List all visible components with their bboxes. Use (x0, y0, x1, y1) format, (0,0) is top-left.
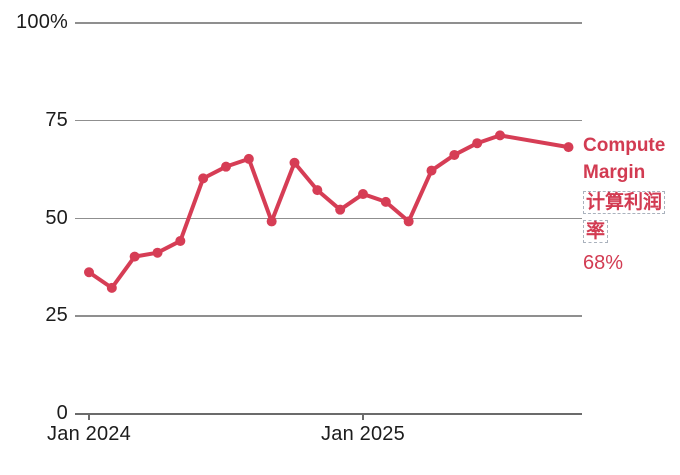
data-point (198, 173, 209, 184)
data-point (106, 282, 117, 293)
data-point (243, 153, 254, 164)
series-name-translation: 计算利润率 (583, 188, 680, 246)
series-latest-value: 68% (583, 252, 624, 274)
x-tick-label: Jan 2025 (321, 423, 405, 445)
series-name-label: Compute Margin (583, 135, 666, 183)
data-point (563, 142, 574, 153)
data-point (175, 235, 186, 246)
data-point (472, 138, 483, 149)
x-tick (88, 413, 90, 420)
y-tick-label: 100% (16, 11, 68, 33)
x-tick (362, 413, 364, 420)
data-point (289, 157, 300, 168)
data-point (266, 216, 277, 227)
y-tick-label: 50 (45, 206, 68, 229)
series-legend: Compute Margin 计算利润率 68% (583, 132, 680, 275)
data-point (221, 161, 231, 172)
data-point (380, 196, 391, 207)
y-tick-label: 75 (45, 108, 68, 131)
data-point (426, 165, 437, 176)
data-point (312, 185, 323, 196)
data-point (358, 189, 368, 200)
data-point (495, 130, 505, 141)
data-point (403, 216, 414, 227)
y-tick-label: 0 (56, 402, 68, 424)
translation-dashed-box: 计算利润率 (583, 191, 666, 243)
data-point (335, 204, 346, 215)
y-gridline (75, 22, 582, 24)
data-point (449, 149, 460, 160)
y-gridline (75, 217, 582, 219)
data-point (84, 267, 94, 278)
y-gridline (75, 315, 582, 317)
data-point (152, 247, 163, 258)
y-gridline (75, 119, 582, 122)
y-tick-label: 25 (45, 304, 68, 327)
series-line (87, 133, 571, 290)
y-gridline (75, 413, 582, 415)
x-tick-label: Jan 2024 (47, 423, 131, 445)
data-point (129, 251, 140, 262)
